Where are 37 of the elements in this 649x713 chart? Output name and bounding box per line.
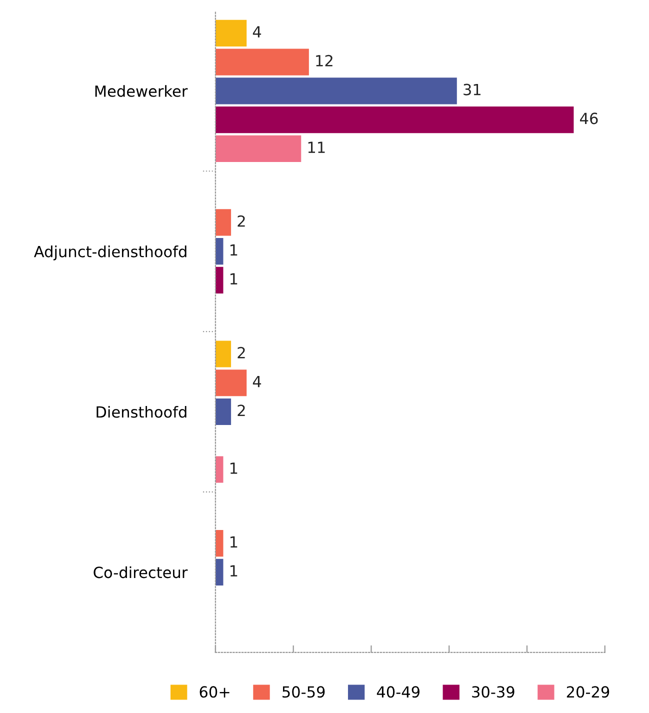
data-label: 1 <box>230 565 238 576</box>
bar <box>215 209 232 236</box>
bar <box>215 135 302 162</box>
bar <box>215 78 457 104</box>
data-label: 2 <box>238 404 245 416</box>
data-label: 4 <box>252 376 262 388</box>
data-label: 1 <box>230 462 238 474</box>
y-tick-label: Diensthoofd <box>96 406 186 418</box>
legend-label: 40-49 <box>376 686 420 698</box>
y-tick-label: Co-directeur <box>94 566 188 578</box>
data-label: 1 <box>230 244 238 256</box>
legend-label: 20-29 <box>566 686 610 698</box>
data-label: 31 <box>464 84 480 96</box>
data-label: 1 <box>230 273 238 284</box>
legend-label: 60+ <box>200 686 230 698</box>
data-label: 2 <box>238 215 245 227</box>
legend-label: 30-39 <box>472 686 514 698</box>
bar <box>215 398 232 426</box>
bar <box>215 456 224 483</box>
data-label: 2 <box>238 346 245 358</box>
data-label: 1 <box>230 536 238 548</box>
bar <box>215 530 224 557</box>
data-label: 46 <box>580 112 598 124</box>
bar <box>215 266 224 294</box>
data-label: 11 <box>308 142 325 153</box>
bar <box>215 340 232 368</box>
bar <box>215 20 247 46</box>
y-tick-label: Medewerker <box>95 85 188 97</box>
bar <box>215 558 224 586</box>
data-label: 12 <box>316 54 332 66</box>
data-label: 4 <box>252 26 262 38</box>
y-tick-label: Adjunct-diensthoofd <box>34 246 186 260</box>
legend-label: 50-59 <box>282 686 325 698</box>
bar <box>215 370 247 396</box>
bar <box>215 106 574 134</box>
bar <box>215 48 309 76</box>
bar <box>215 238 224 265</box>
